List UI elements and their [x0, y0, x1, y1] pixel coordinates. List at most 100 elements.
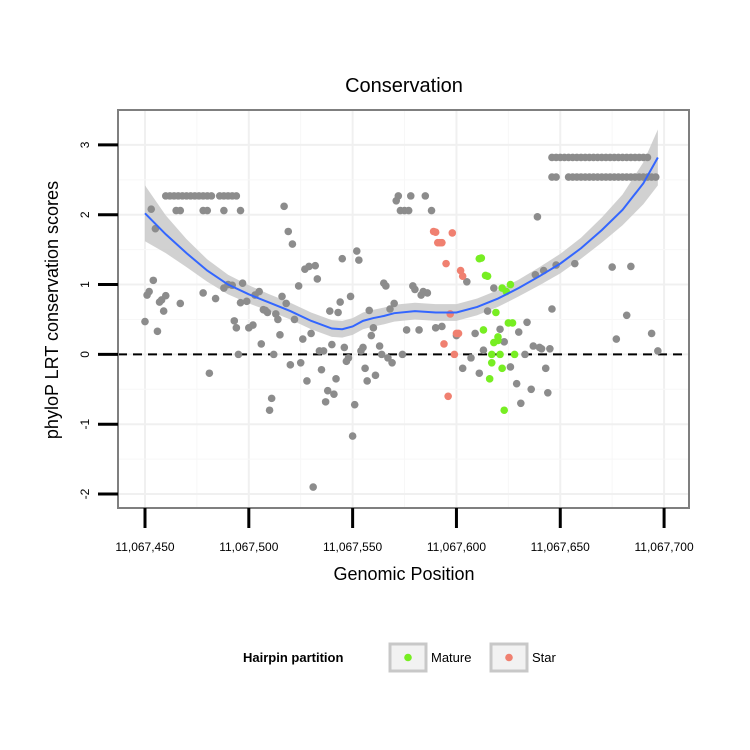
x-tick-label: 11,067,600 — [427, 540, 486, 554]
point-other — [529, 342, 538, 350]
point-other — [514, 328, 523, 336]
point-mature — [487, 358, 496, 367]
point-star — [444, 392, 452, 401]
point-mature — [496, 350, 504, 359]
point-other — [346, 292, 355, 301]
point-mature — [492, 308, 500, 317]
point-other — [319, 347, 328, 355]
point-other — [552, 173, 560, 181]
point-other — [475, 369, 484, 378]
point-other — [176, 206, 185, 215]
point-other — [207, 192, 216, 200]
point-other — [348, 432, 357, 440]
point-mature — [494, 333, 502, 341]
point-other — [199, 289, 207, 297]
point-other — [467, 354, 475, 362]
panel-border — [117, 109, 690, 509]
point-other — [269, 350, 278, 359]
smooth-fit-line — [144, 156, 659, 331]
point-other — [527, 385, 535, 394]
point-other — [344, 354, 353, 362]
point-other — [249, 321, 257, 329]
point-other — [365, 306, 374, 315]
point-other — [278, 292, 286, 301]
point-other — [230, 317, 239, 325]
confidence-band-area — [144, 129, 658, 338]
point-other — [375, 342, 384, 350]
y-tick-label: 3 — [78, 141, 92, 148]
x-axis: 11,067,450 11,067,500 11,067,550 11,067,600… — [115, 508, 694, 554]
legend-dot-star — [505, 653, 513, 662]
point-other — [294, 282, 303, 290]
point-other — [311, 261, 320, 270]
point-other — [394, 192, 403, 200]
legend-title: Hairpin partition — [243, 650, 343, 665]
point-other — [317, 365, 326, 374]
x-tick-label: 11,067,450 — [115, 540, 174, 554]
point-other — [267, 394, 276, 403]
y-tick-label: 2 — [78, 211, 92, 218]
x-tick-label: 11,067,650 — [531, 540, 590, 554]
point-other — [496, 325, 504, 334]
point-star — [431, 228, 440, 236]
point-other — [533, 213, 542, 221]
point-star — [454, 329, 463, 338]
point-other — [159, 307, 168, 315]
point-star — [448, 229, 457, 237]
data-points — [141, 153, 662, 491]
point-other — [286, 361, 295, 369]
point-other — [141, 317, 149, 326]
point-other — [307, 329, 315, 338]
point-other — [282, 299, 290, 308]
point-other — [438, 322, 446, 331]
point-other — [627, 262, 635, 271]
grid — [118, 110, 689, 508]
point-other — [211, 294, 220, 303]
point-star — [438, 238, 446, 247]
point-other — [371, 371, 380, 380]
legend-label-mature: Mature — [431, 650, 471, 665]
point-star — [440, 340, 448, 348]
y-tick-label: -2 — [78, 488, 92, 499]
point-other — [334, 308, 342, 317]
point-other — [340, 343, 349, 352]
point-other — [479, 346, 488, 354]
point-other — [423, 289, 432, 297]
smooth-fit-path — [144, 156, 659, 331]
point-other — [176, 299, 185, 308]
point-other — [546, 345, 554, 353]
point-other — [382, 282, 390, 290]
point-other — [350, 400, 359, 409]
point-other — [352, 247, 361, 255]
point-other — [523, 318, 531, 327]
point-other — [263, 308, 272, 317]
point-star — [446, 310, 455, 318]
point-other — [274, 315, 282, 324]
point-other — [321, 398, 330, 406]
point-other — [643, 153, 652, 162]
y-tick-label: -1 — [78, 419, 92, 430]
point-other — [265, 406, 274, 415]
point-other — [463, 277, 471, 286]
point-mature — [506, 280, 515, 289]
point-star — [458, 272, 467, 280]
point-other — [323, 386, 332, 395]
point-other — [255, 287, 263, 296]
point-other — [328, 340, 336, 349]
point-other — [232, 192, 241, 200]
point-other — [290, 315, 299, 324]
point-other — [257, 340, 266, 348]
point-mature — [510, 350, 519, 359]
point-other — [338, 254, 347, 263]
y-tick-label: 0 — [78, 351, 92, 358]
point-other — [402, 326, 411, 334]
point-other — [359, 343, 367, 352]
confidence-band — [144, 129, 658, 338]
point-other — [242, 297, 251, 306]
point-other — [367, 331, 376, 340]
point-other — [431, 324, 440, 332]
point-other — [303, 377, 311, 385]
point-other — [205, 369, 214, 378]
point-other — [571, 259, 579, 268]
